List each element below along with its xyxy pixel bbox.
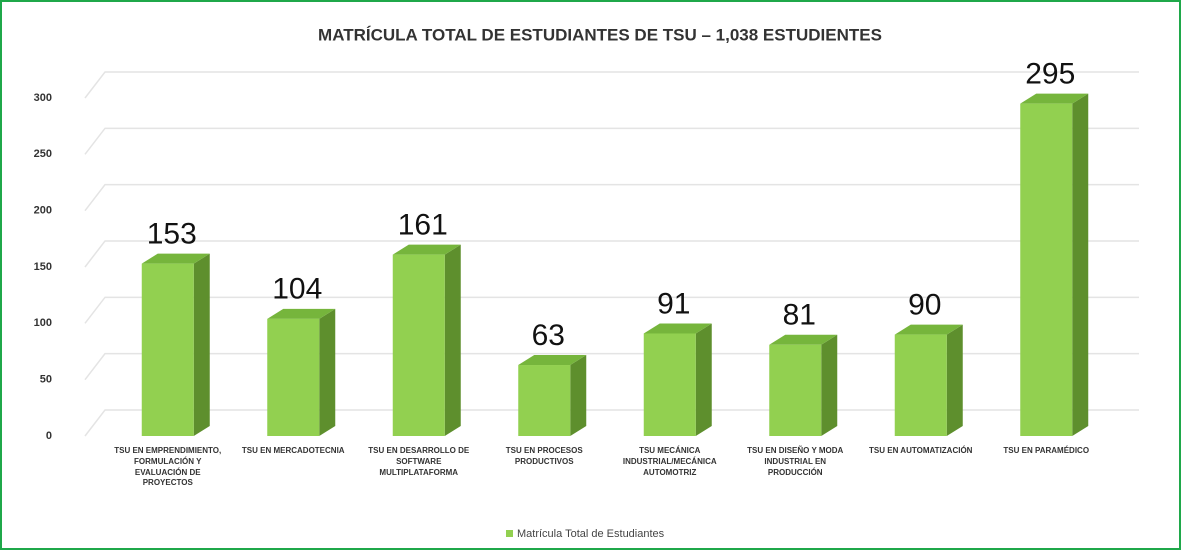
bar-side bbox=[444, 244, 461, 436]
data-label: 63 bbox=[532, 319, 565, 352]
bar-top bbox=[392, 244, 461, 255]
bar-front bbox=[894, 334, 947, 436]
legend-label: Matrícula Total de Estudiantes bbox=[517, 528, 665, 540]
bar-side bbox=[1072, 93, 1089, 436]
bar bbox=[769, 334, 838, 436]
bar-top bbox=[267, 308, 336, 319]
x-tick-label: TSU EN PARAMÉDICO bbox=[1003, 446, 1090, 455]
y-tick-label: 150 bbox=[34, 261, 52, 273]
x-tick-label: TSU EN AUTOMATIZACIÓN bbox=[869, 446, 973, 455]
chart-title: MATRÍCULA TOTAL DE ESTUDIANTES DE TSU – … bbox=[318, 25, 882, 44]
bar-side bbox=[946, 324, 963, 436]
bar-side bbox=[821, 334, 838, 436]
y-tick-label: 0 bbox=[46, 430, 52, 442]
data-label: 153 bbox=[147, 218, 197, 251]
x-tick-label: TSU EN MERCADOTECNIA bbox=[241, 446, 345, 455]
bar-front bbox=[643, 333, 696, 436]
y-tick-label: 100 bbox=[34, 317, 52, 329]
bar-front bbox=[1020, 103, 1073, 436]
bar-top bbox=[894, 324, 963, 335]
bar-side bbox=[193, 253, 210, 436]
bar-front bbox=[392, 254, 445, 436]
grid-line bbox=[84, 71, 1139, 99]
bar-side bbox=[570, 355, 587, 436]
bar bbox=[894, 324, 963, 436]
bar-front bbox=[518, 365, 571, 436]
grid-line bbox=[84, 409, 1139, 437]
data-label: 295 bbox=[1025, 58, 1075, 91]
bar-top bbox=[141, 253, 210, 264]
bar-side bbox=[319, 308, 336, 436]
bar-top bbox=[518, 355, 587, 366]
bar-front bbox=[769, 344, 822, 436]
grid-line bbox=[84, 352, 1139, 381]
x-tick-label: TSU EN DISEÑO Y MODA INDUSTRIAL EN PRODU… bbox=[747, 446, 844, 477]
y-tick-label: 200 bbox=[34, 205, 52, 217]
x-tick-label: TSU EN EMPRENDIMIENTO, FORMULACIÓN Y EVA… bbox=[114, 446, 222, 488]
y-tick-label: 250 bbox=[34, 148, 52, 160]
grid-line bbox=[84, 183, 1139, 212]
bar-top bbox=[643, 323, 712, 334]
grid-line bbox=[84, 127, 1139, 155]
bar bbox=[141, 253, 210, 436]
bar bbox=[1020, 93, 1089, 436]
legend-swatch bbox=[506, 530, 513, 537]
x-tick-label: TSU EN PROCESOS PRODUCTIVOS bbox=[505, 446, 583, 466]
bar bbox=[643, 323, 712, 436]
data-label: 91 bbox=[657, 287, 690, 320]
data-label: 90 bbox=[908, 289, 941, 322]
bar-side bbox=[695, 323, 712, 436]
bar bbox=[267, 308, 336, 436]
x-tick-label: TSU EN DESARROLLO DE SOFTWARE MULTIPLATA… bbox=[368, 446, 470, 477]
data-label: 81 bbox=[783, 299, 816, 332]
bar bbox=[392, 244, 461, 436]
bar-top bbox=[769, 334, 838, 345]
bar-front bbox=[141, 263, 194, 436]
y-tick-label: 300 bbox=[34, 92, 52, 104]
data-label: 104 bbox=[272, 273, 322, 306]
grid-line bbox=[84, 296, 1139, 324]
bar-top bbox=[1020, 93, 1089, 104]
y-tick-label: 50 bbox=[40, 374, 52, 386]
bar-front bbox=[267, 318, 320, 436]
bar bbox=[518, 355, 587, 436]
data-label: 161 bbox=[398, 209, 448, 242]
x-tick-label: TSU MECÁNICA INDUSTRIAL/MECÁNICA AUTOMOT… bbox=[622, 446, 717, 477]
grid-line bbox=[84, 240, 1139, 268]
